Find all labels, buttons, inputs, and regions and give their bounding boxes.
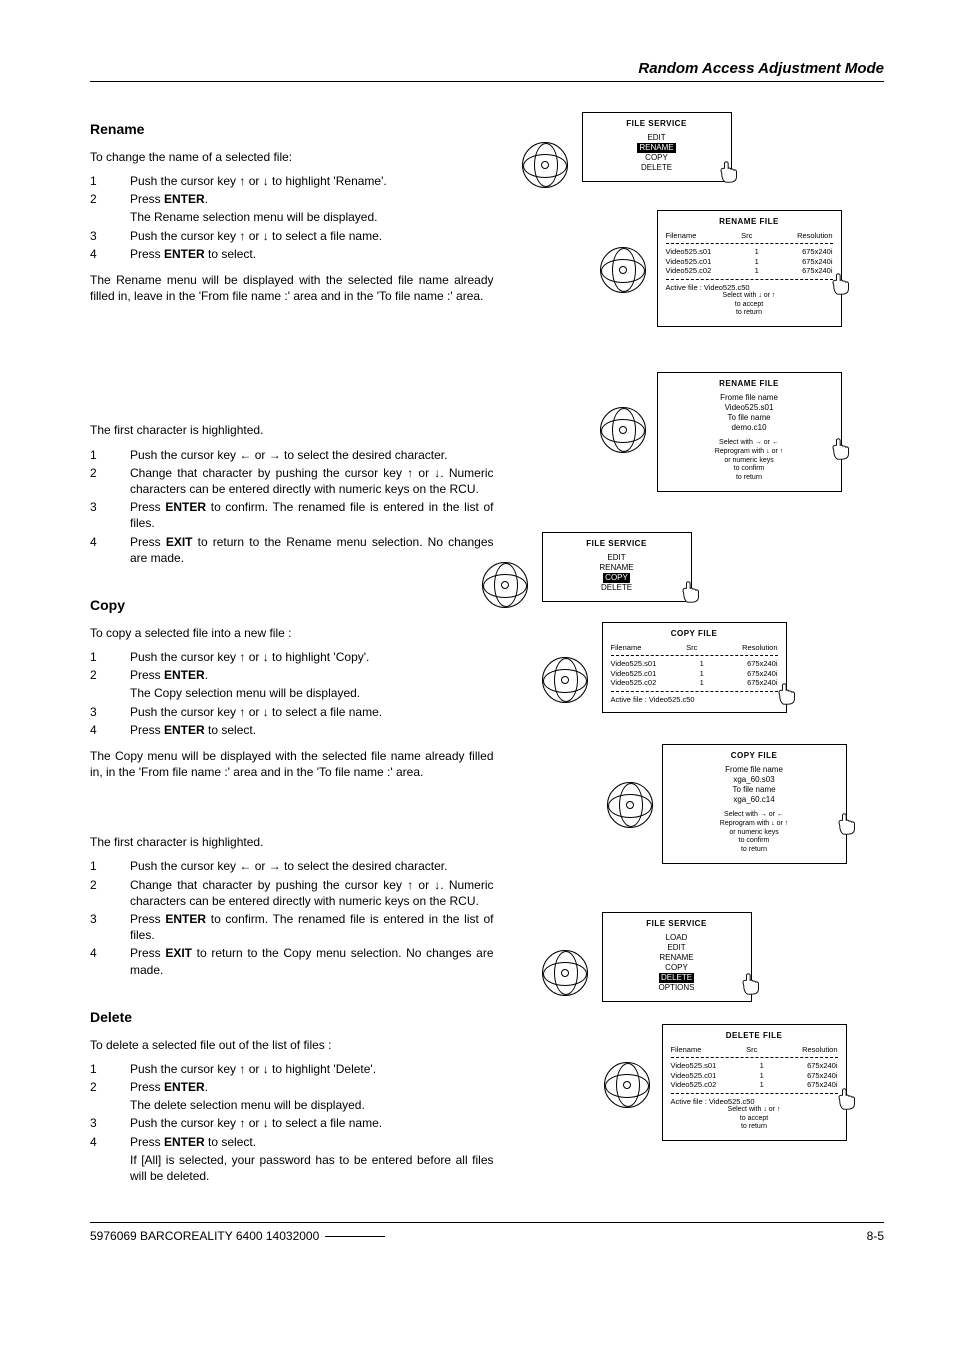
menu-rename-file-edit: RENAME FILEFrome file nameVideo525.s01To… [657,372,842,492]
step-item: 2Press ENTER. [90,191,494,207]
hand-icon [738,972,766,996]
step-item: 4Press ENTER to select. [90,1134,494,1150]
copy-para1: The Copy menu will be displayed with the… [90,748,494,780]
step-item: 4Press ENTER to select. [90,246,494,262]
step-item: 2Change that character by pushing the cu… [90,465,494,497]
step-item: 3Push the cursor key ↑ or ↓ to select a … [90,1115,494,1131]
menu-file-service-copy: FILE SERVICEEDITRENAMECOPYDELETE [542,532,692,602]
hand-icon [834,1087,862,1111]
header-title: Random Access Adjustment Mode [638,60,884,77]
rename-steps-2: 1Push the cursor key ← or → to select th… [90,447,494,566]
page-header: Random Access Adjustment Mode [90,60,884,82]
globe-icon [522,142,568,188]
copy-intro: To copy a selected file into a new file … [90,625,494,641]
step-item: 2Press ENTER. [90,1079,494,1095]
step-item: 4Press EXIT to return to the Copy menu s… [90,945,494,977]
globe-icon [542,950,588,996]
copy-steps-1: 1Push the cursor key ↑ or ↓ to highlight… [90,649,494,738]
rename-para1: The Rename menu will be displayed with t… [90,272,494,304]
text-column: Rename To change the name of a selected … [90,102,494,1192]
cascade-delete: FILE SERVICELOADEDITRENAMECOPYDELETEOPTI… [512,902,884,1192]
step-item: 3Press ENTER to confirm. The renamed fil… [90,911,494,943]
menu-file-service-delete: FILE SERVICELOADEDITRENAMECOPYDELETEOPTI… [602,912,752,1002]
globe-icon [600,407,646,453]
delete-steps-1: 1Push the cursor key ↑ or ↓ to highlight… [90,1061,494,1184]
copy-para2: The first character is highlighted. [90,834,494,850]
step-item: If [All] is selected, your password has … [90,1152,494,1184]
step-item: The Copy selection menu will be displaye… [90,685,494,701]
step-item: 2Change that character by pushing the cu… [90,877,494,909]
menu-delete-file-list: DELETE FILEFilenameSrcResolutionVideo525… [662,1024,847,1141]
globe-icon [607,782,653,828]
step-item: 2Press ENTER. [90,667,494,683]
diagram-column: FILE SERVICEEDITRENAMECOPYDELETE RENAME … [512,102,884,1192]
step-item: 1Push the cursor key ↑ or ↓ to highlight… [90,649,494,665]
delete-intro: To delete a selected file out of the lis… [90,1037,494,1053]
copy-steps-2: 1Push the cursor key ← or → to select th… [90,858,494,977]
globe-icon [542,657,588,703]
hand-icon [828,272,856,296]
step-item: 3Press ENTER to confirm. The renamed fil… [90,499,494,531]
step-item: 1Push the cursor key ← or → to select th… [90,447,494,463]
menu-copy-file-edit: COPY FILEFrome file namexga_60.s03To fil… [662,744,847,864]
menu-rename-file-list: RENAME FILEFilenameSrcResolutionVideo525… [657,210,842,327]
rename-steps-1: 1Push the cursor key ↑ or ↓ to highlight… [90,173,494,262]
footer-left: 5976069 BARCOREALITY 6400 14032000 [90,1229,319,1243]
cascade-copy: FILE SERVICEEDITRENAMECOPYDELETE COPY FI… [512,522,884,902]
rename-heading: Rename [90,120,494,139]
cascade-rename: FILE SERVICEEDITRENAMECOPYDELETE RENAME … [512,102,884,522]
copy-heading: Copy [90,596,494,615]
menu-copy-file-list: COPY FILEFilenameSrcResolutionVideo525.s… [602,622,787,713]
page-footer: 5976069 BARCOREALITY 6400 14032000 8-5 [90,1222,884,1243]
step-item: 4Press EXIT to return to the Rename menu… [90,534,494,566]
delete-heading: Delete [90,1008,494,1027]
hand-icon [716,160,744,184]
footer-right: 8-5 [867,1229,884,1243]
step-item: The delete selection menu will be displa… [90,1097,494,1113]
hand-icon [834,812,862,836]
hand-icon [774,682,802,706]
step-item: 1Push the cursor key ← or → to select th… [90,858,494,874]
menu-file-service-rename: FILE SERVICEEDITRENAMECOPYDELETE [582,112,732,182]
globe-icon [604,1062,650,1108]
step-item: The Rename selection menu will be displa… [90,209,494,225]
hand-icon [828,437,856,461]
rename-intro: To change the name of a selected file: [90,149,494,165]
hand-icon [678,580,706,604]
step-item: 1Push the cursor key ↑ or ↓ to highlight… [90,173,494,189]
globe-icon [600,247,646,293]
step-item: 3Push the cursor key ↑ or ↓ to select a … [90,228,494,244]
step-item: 4Press ENTER to select. [90,722,494,738]
globe-icon [482,562,528,608]
step-item: 1Push the cursor key ↑ or ↓ to highlight… [90,1061,494,1077]
rename-para2: The first character is highlighted. [90,422,494,438]
step-item: 3Push the cursor key ↑ or ↓ to select a … [90,704,494,720]
